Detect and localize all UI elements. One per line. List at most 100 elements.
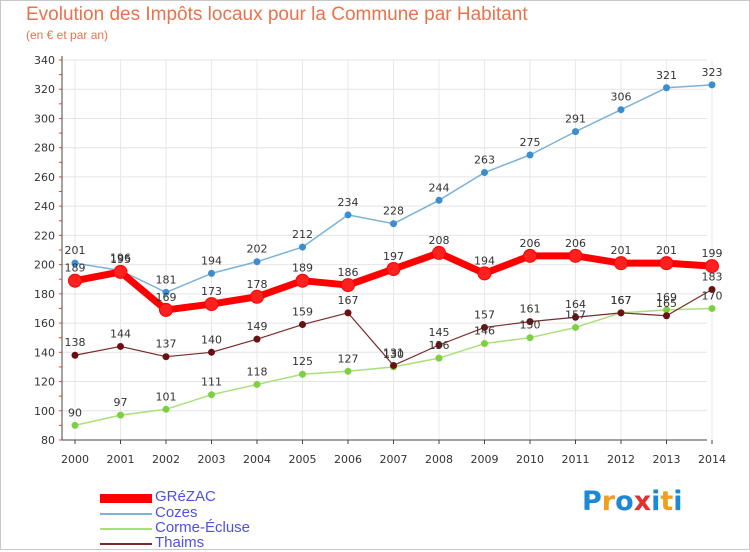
data-point	[113, 264, 128, 279]
data-label: 167	[611, 294, 632, 307]
y-tick-label: 200	[34, 259, 55, 272]
data-point	[117, 342, 124, 350]
y-tick-label: 80	[41, 434, 55, 447]
logo-letter: t	[660, 486, 674, 517]
data-point	[162, 288, 170, 296]
x-tick-label: 2010	[516, 453, 544, 466]
data-label: 189	[65, 262, 86, 275]
data-point	[708, 304, 716, 312]
data-label: 138	[65, 336, 86, 349]
data-label: 145	[429, 326, 450, 339]
data-label: 111	[201, 376, 222, 389]
data-label: 157	[565, 308, 586, 321]
y-tick-label: 280	[34, 142, 55, 155]
data-label: 195	[110, 253, 131, 266]
data-point	[614, 256, 628, 271]
data-label: 323	[702, 66, 723, 79]
data-point	[526, 334, 534, 342]
data-point	[208, 348, 215, 356]
y-tick-label: 100	[34, 405, 55, 418]
legend-swatch	[100, 494, 152, 503]
data-point	[253, 258, 261, 266]
data-point	[299, 321, 306, 329]
x-tick-label: 2003	[198, 453, 226, 466]
data-label: 164	[565, 298, 586, 311]
data-point	[523, 248, 537, 263]
data-label: 194	[474, 254, 495, 267]
data-label: 291	[565, 113, 586, 126]
data-label: 131	[383, 346, 404, 359]
data-label: 306	[611, 91, 632, 104]
data-label: 161	[520, 303, 541, 316]
data-label: 275	[520, 136, 541, 149]
data-label: 146	[474, 325, 495, 338]
x-tick-label: 2007	[380, 453, 408, 466]
data-label: 167	[338, 294, 359, 307]
data-label: 169	[156, 291, 177, 304]
data-label: 244	[429, 181, 450, 194]
proxiti-logo: Proxiti	[582, 486, 683, 517]
data-point	[435, 341, 443, 349]
x-tick-label: 2013	[653, 453, 681, 466]
x-tick-label: 2011	[562, 453, 590, 466]
legend-swatch	[100, 513, 152, 515]
data-label: 197	[383, 250, 404, 263]
y-tick-label: 180	[34, 288, 55, 301]
data-label: 186	[338, 266, 359, 279]
y-tick-label: 140	[34, 346, 55, 359]
data-point	[344, 211, 352, 219]
data-label: 194	[201, 254, 222, 267]
data-point	[708, 81, 716, 89]
data-point	[390, 220, 397, 228]
data-point	[617, 309, 625, 317]
data-label: 130	[383, 348, 404, 361]
data-label: 165	[656, 297, 677, 310]
data-label: 208	[429, 234, 450, 247]
data-label: 125	[292, 355, 313, 368]
data-point	[250, 289, 264, 304]
y-tick-label: 220	[34, 229, 55, 242]
logo-letter: i	[651, 486, 661, 517]
data-label: 101	[156, 390, 177, 403]
data-point	[663, 312, 670, 320]
data-point	[481, 323, 488, 331]
data-label: 321	[656, 69, 677, 82]
data-point	[572, 128, 579, 136]
data-label: 140	[201, 333, 222, 346]
data-label: 97	[114, 396, 128, 409]
data-label: 206	[565, 237, 586, 250]
data-label: 201	[656, 244, 677, 257]
data-point	[568, 248, 583, 263]
logo-letter: x	[633, 486, 652, 517]
data-point	[162, 405, 170, 413]
data-point	[432, 245, 446, 260]
x-tick-label: 2005	[289, 453, 317, 466]
legend-label: Cozes	[155, 504, 198, 521]
data-label: 167	[611, 294, 632, 307]
data-point	[705, 259, 719, 274]
data-point	[253, 380, 261, 388]
data-point	[299, 243, 306, 251]
data-label: 127	[338, 352, 359, 365]
legend-label: GRéZAC	[155, 488, 216, 505]
chart-subtitle: (en € et par an)	[26, 28, 109, 42]
x-tick-label: 2012	[607, 453, 635, 466]
data-point	[117, 411, 124, 419]
data-point	[208, 391, 215, 399]
chart-title: Evolution des Impôts locaux pour la Comm…	[26, 4, 528, 25]
legend-label: Corme-Écluse	[155, 519, 251, 536]
data-point	[663, 84, 670, 92]
data-label: 201	[611, 244, 632, 257]
x-tick-label: 2004	[243, 453, 271, 466]
data-label: 183	[702, 270, 723, 283]
data-label: 149	[247, 320, 268, 333]
data-point	[295, 273, 310, 288]
data-point	[386, 262, 401, 276]
data-point	[435, 354, 443, 362]
data-point	[481, 340, 488, 348]
legend-label: Thaims	[155, 534, 205, 551]
data-point	[526, 151, 534, 159]
data-point	[572, 313, 579, 321]
x-tick-label: 2000	[61, 453, 89, 466]
